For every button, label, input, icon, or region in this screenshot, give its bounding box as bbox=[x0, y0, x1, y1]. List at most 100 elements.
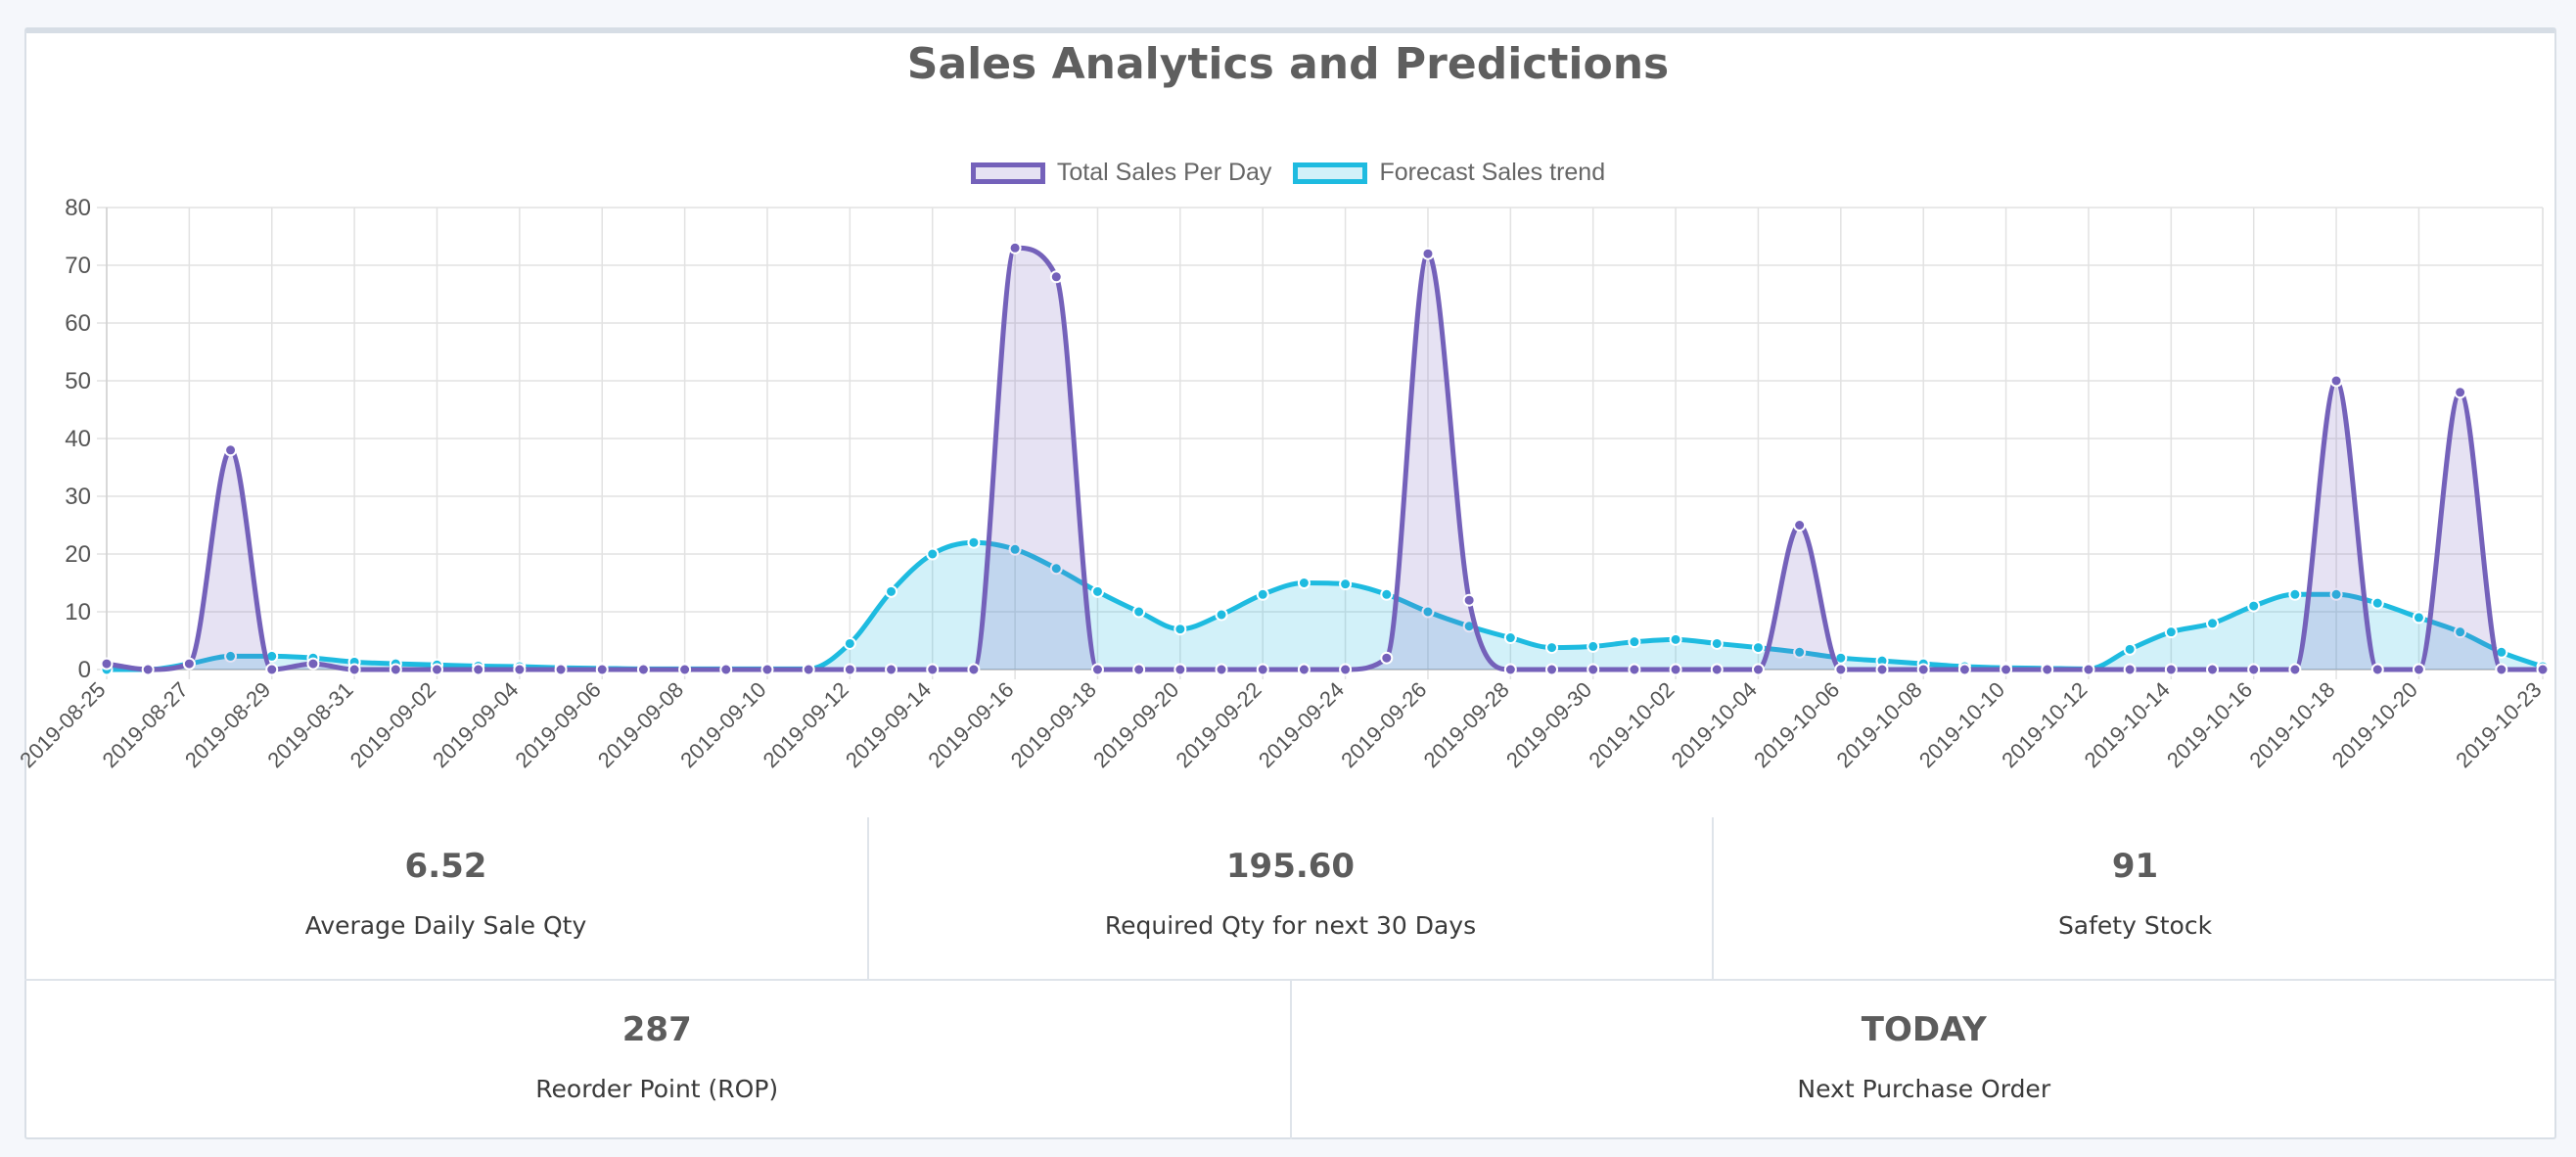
data-point-total-sales[interactable] bbox=[1049, 270, 1063, 284]
data-point-forecast[interactable] bbox=[1339, 578, 1353, 591]
data-point-total-sales[interactable] bbox=[141, 663, 155, 676]
data-point-total-sales[interactable] bbox=[2495, 663, 2508, 676]
data-point-total-sales[interactable] bbox=[2247, 663, 2261, 676]
data-point-forecast[interactable] bbox=[1710, 636, 1724, 650]
data-point-total-sales[interactable] bbox=[2041, 663, 2054, 676]
data-point-forecast[interactable] bbox=[2329, 587, 2343, 601]
data-point-total-sales[interactable] bbox=[1957, 663, 1971, 676]
data-point-total-sales[interactable] bbox=[2536, 663, 2550, 676]
data-point-forecast[interactable] bbox=[843, 636, 856, 650]
data-point-total-sales[interactable] bbox=[2082, 663, 2095, 676]
data-point-total-sales[interactable] bbox=[1173, 663, 1187, 676]
data-point-forecast[interactable] bbox=[1751, 641, 1765, 655]
data-point-forecast[interactable] bbox=[2123, 642, 2137, 656]
data-point-total-sales[interactable] bbox=[265, 663, 279, 676]
data-point-total-sales[interactable] bbox=[1215, 663, 1228, 676]
data-point-total-sales[interactable] bbox=[636, 663, 650, 676]
x-tick-label: 2019-10-16 bbox=[2162, 677, 2257, 772]
data-point-forecast[interactable] bbox=[2164, 625, 2178, 639]
data-point-total-sales[interactable] bbox=[513, 663, 527, 676]
stat-safety-stock: 91 Safety Stock bbox=[1712, 817, 2556, 979]
data-point-total-sales[interactable] bbox=[2206, 663, 2220, 676]
data-point-total-sales[interactable] bbox=[719, 663, 733, 676]
data-point-forecast[interactable] bbox=[2206, 617, 2220, 630]
data-point-total-sales[interactable] bbox=[1793, 519, 1807, 532]
data-point-total-sales[interactable] bbox=[2329, 374, 2343, 388]
data-point-forecast[interactable] bbox=[1793, 645, 1807, 659]
data-point-total-sales[interactable] bbox=[1669, 663, 1682, 676]
data-point-total-sales[interactable] bbox=[1380, 651, 1394, 665]
data-point-total-sales[interactable] bbox=[1421, 247, 1435, 260]
data-point-forecast[interactable] bbox=[1503, 631, 1517, 645]
data-point-forecast[interactable] bbox=[1132, 605, 1146, 619]
data-point-forecast[interactable] bbox=[1049, 562, 1063, 576]
data-point-total-sales[interactable] bbox=[843, 663, 856, 676]
data-point-total-sales[interactable] bbox=[224, 443, 238, 457]
data-point-forecast[interactable] bbox=[1008, 542, 1022, 556]
x-tick-label: 2019-09-30 bbox=[1501, 677, 1596, 772]
data-point-total-sales[interactable] bbox=[678, 663, 692, 676]
data-point-total-sales[interactable] bbox=[1090, 663, 1104, 676]
data-point-forecast[interactable] bbox=[1215, 608, 1228, 622]
data-point-total-sales[interactable] bbox=[1916, 663, 1930, 676]
data-point-total-sales[interactable] bbox=[182, 657, 196, 671]
legend-item-forecast[interactable]: Forecast Sales trend bbox=[1293, 159, 1605, 187]
data-point-total-sales[interactable] bbox=[1628, 663, 1641, 676]
data-point-total-sales[interactable] bbox=[760, 663, 774, 676]
data-point-total-sales[interactable] bbox=[1132, 663, 1146, 676]
data-point-forecast[interactable] bbox=[1669, 632, 1682, 646]
data-point-total-sales[interactable] bbox=[430, 663, 443, 676]
data-point-total-sales[interactable] bbox=[1297, 663, 1311, 676]
data-point-forecast[interactable] bbox=[967, 535, 981, 549]
legend-item-total-sales[interactable]: Total Sales Per Day bbox=[970, 159, 1271, 187]
data-point-forecast[interactable] bbox=[885, 584, 898, 598]
data-point-total-sales[interactable] bbox=[1834, 663, 1848, 676]
data-point-total-sales[interactable] bbox=[1710, 663, 1724, 676]
data-point-total-sales[interactable] bbox=[100, 657, 114, 671]
data-point-total-sales[interactable] bbox=[1875, 663, 1889, 676]
data-point-total-sales[interactable] bbox=[1545, 663, 1559, 676]
x-tick-label: 2019-09-24 bbox=[1254, 677, 1349, 772]
data-point-total-sales[interactable] bbox=[802, 663, 815, 676]
data-point-forecast[interactable] bbox=[1297, 577, 1311, 589]
data-point-total-sales[interactable] bbox=[2000, 663, 2013, 676]
data-point-forecast[interactable] bbox=[1545, 641, 1559, 655]
data-point-forecast[interactable] bbox=[1380, 587, 1394, 601]
data-point-forecast[interactable] bbox=[2247, 599, 2261, 613]
data-point-total-sales[interactable] bbox=[2288, 663, 2302, 676]
data-point-total-sales[interactable] bbox=[2412, 663, 2425, 676]
data-point-total-sales[interactable] bbox=[389, 663, 402, 676]
data-point-total-sales[interactable] bbox=[2123, 663, 2137, 676]
data-point-total-sales[interactable] bbox=[2370, 663, 2384, 676]
data-point-forecast[interactable] bbox=[1587, 639, 1600, 653]
data-point-total-sales[interactable] bbox=[885, 663, 898, 676]
data-point-total-sales[interactable] bbox=[1462, 593, 1476, 607]
data-point-forecast[interactable] bbox=[2370, 596, 2384, 610]
data-point-forecast[interactable] bbox=[1090, 584, 1104, 598]
data-point-total-sales[interactable] bbox=[967, 663, 981, 676]
data-point-total-sales[interactable] bbox=[306, 657, 320, 671]
data-point-total-sales[interactable] bbox=[2454, 386, 2467, 399]
data-point-total-sales[interactable] bbox=[595, 663, 609, 676]
data-point-forecast[interactable] bbox=[926, 547, 940, 561]
data-point-total-sales[interactable] bbox=[2164, 663, 2178, 676]
data-point-forecast[interactable] bbox=[2288, 587, 2302, 601]
data-point-forecast[interactable] bbox=[2412, 611, 2425, 625]
data-point-total-sales[interactable] bbox=[554, 663, 568, 676]
data-point-forecast[interactable] bbox=[224, 649, 238, 663]
data-point-total-sales[interactable] bbox=[347, 663, 361, 676]
data-point-total-sales[interactable] bbox=[1008, 241, 1022, 255]
data-point-total-sales[interactable] bbox=[472, 663, 485, 676]
data-point-total-sales[interactable] bbox=[1751, 663, 1765, 676]
data-point-forecast[interactable] bbox=[1256, 587, 1269, 601]
data-point-forecast[interactable] bbox=[1421, 605, 1435, 619]
data-point-total-sales[interactable] bbox=[1503, 663, 1517, 676]
data-point-total-sales[interactable] bbox=[1339, 663, 1353, 676]
data-point-forecast[interactable] bbox=[1628, 635, 1641, 649]
data-point-total-sales[interactable] bbox=[1587, 663, 1600, 676]
data-point-total-sales[interactable] bbox=[926, 663, 940, 676]
y-tick-label: 30 bbox=[65, 484, 91, 510]
data-point-forecast[interactable] bbox=[2454, 625, 2467, 639]
data-point-forecast[interactable] bbox=[1173, 623, 1187, 636]
data-point-total-sales[interactable] bbox=[1256, 663, 1269, 676]
